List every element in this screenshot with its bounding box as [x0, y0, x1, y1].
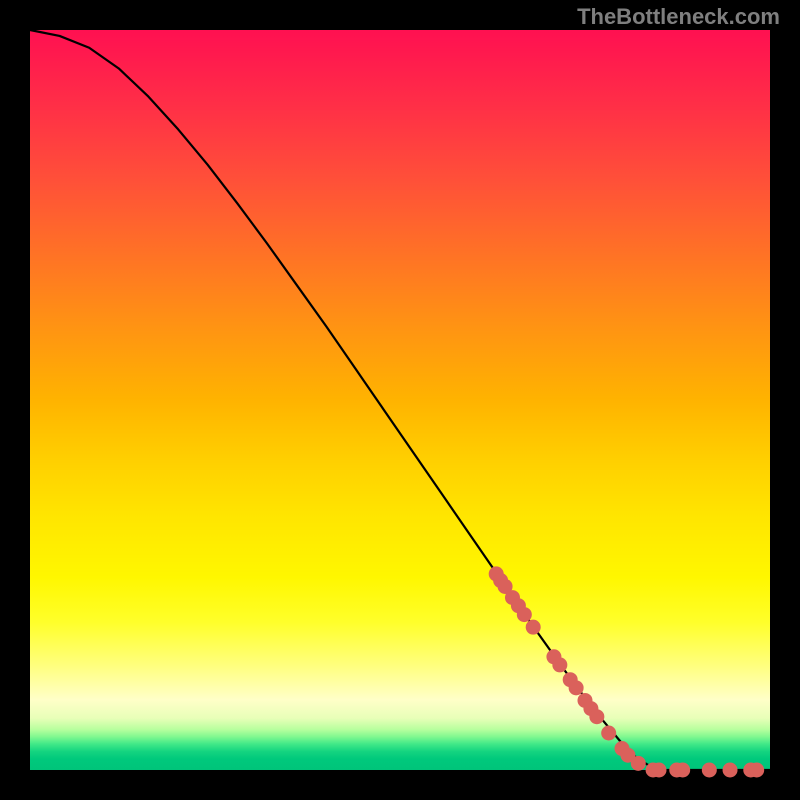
- curve-marker: [589, 709, 604, 724]
- bottleneck-chart: [0, 0, 800, 800]
- curve-marker: [675, 763, 690, 778]
- watermark-text: TheBottleneck.com: [577, 4, 780, 30]
- curve-marker: [569, 680, 584, 695]
- curve-marker: [601, 726, 616, 741]
- curve-marker: [702, 763, 717, 778]
- curve-marker: [517, 607, 532, 622]
- curve-marker: [652, 763, 667, 778]
- curve-marker: [526, 620, 541, 635]
- curve-marker: [723, 763, 738, 778]
- curve-marker: [749, 763, 764, 778]
- curve-marker: [552, 657, 567, 672]
- curve-marker: [631, 756, 646, 771]
- gradient-background: [30, 30, 770, 770]
